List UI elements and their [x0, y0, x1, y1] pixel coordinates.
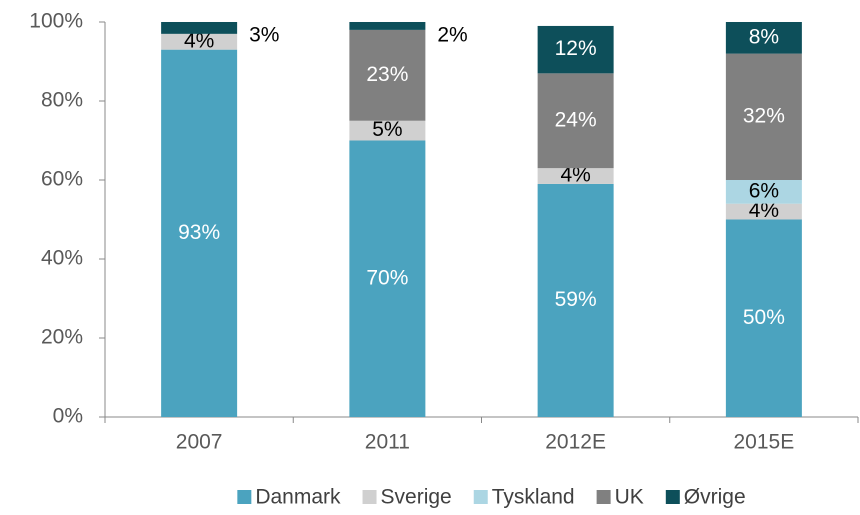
x-tick-label: 2015E — [734, 431, 795, 454]
legend-label: Tyskland — [492, 486, 575, 509]
data-label: 70% — [366, 266, 408, 289]
bar-segment — [725, 53, 802, 180]
y-tick-label: 0% — [53, 405, 83, 428]
data-label: 6% — [749, 179, 779, 202]
data-label: 24% — [555, 108, 597, 131]
data-label: 4% — [560, 164, 590, 187]
data-label: 2% — [437, 24, 467, 47]
legend-swatch — [473, 490, 488, 504]
data-label: 59% — [555, 288, 597, 311]
bar-segment — [725, 203, 802, 220]
x-tick-label: 2007 — [176, 431, 223, 454]
bar-segment — [349, 22, 426, 30]
legend-swatch — [596, 490, 611, 504]
y-tick-label: 60% — [41, 168, 83, 191]
data-label: 8% — [749, 25, 779, 48]
y-tick-label: 20% — [41, 326, 83, 349]
legend-label: Sverige — [381, 486, 452, 509]
legend-label: UK — [615, 486, 644, 509]
bar-segment — [725, 219, 802, 417]
bar-segment — [725, 22, 802, 54]
bar-segment — [537, 73, 614, 169]
legend-swatch — [362, 490, 377, 504]
bar-segment — [349, 120, 426, 141]
bar-segment — [161, 22, 238, 34]
y-tick-label: 40% — [41, 247, 83, 270]
bar-segment — [537, 168, 614, 184]
data-label: 4% — [749, 199, 779, 222]
bar-segment — [725, 180, 802, 204]
bar-segment — [349, 29, 426, 121]
legend-label: Danmark — [255, 486, 341, 509]
legend-swatch — [237, 490, 252, 504]
data-label: 5% — [372, 118, 402, 141]
data-label: 50% — [743, 306, 785, 329]
bar-segment — [161, 49, 238, 418]
bar-segment — [161, 33, 238, 50]
legend-swatch — [665, 490, 680, 504]
bar-segment — [349, 140, 426, 417]
y-tick-label: 100% — [29, 10, 83, 33]
data-label: 23% — [366, 63, 408, 86]
data-label: 12% — [555, 37, 597, 60]
data-label: 93% — [178, 221, 220, 244]
x-tick-label: 2012E — [545, 431, 606, 454]
bar-segment — [537, 25, 614, 74]
y-tick-label: 80% — [41, 89, 83, 112]
data-label: 4% — [184, 29, 214, 52]
x-tick-label: 2011 — [365, 431, 410, 454]
legend-label: Øvrige — [684, 486, 746, 509]
data-label: 32% — [743, 104, 785, 127]
data-label: 3% — [249, 24, 279, 47]
bar-segment — [537, 183, 614, 417]
